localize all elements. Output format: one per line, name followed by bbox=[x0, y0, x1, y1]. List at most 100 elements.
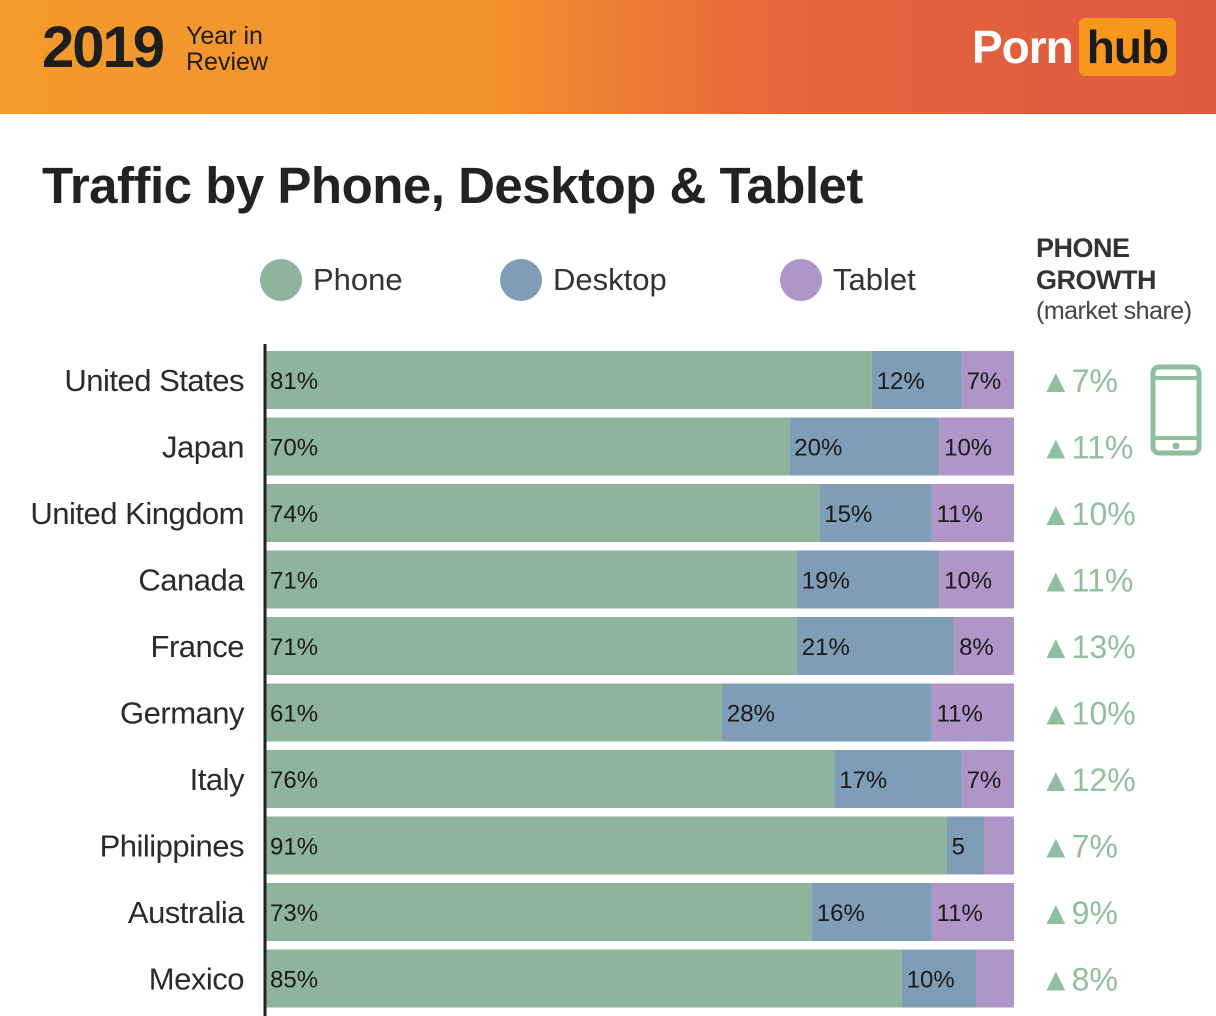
bar-desktop bbox=[819, 484, 932, 542]
bar-desktop bbox=[901, 949, 977, 1008]
legend-tablet-label: Tablet bbox=[833, 262, 916, 297]
bar-phone bbox=[265, 617, 797, 675]
bar-value-label: 76% bbox=[270, 767, 318, 794]
legend-phone-label: Phone bbox=[313, 262, 403, 297]
year-label: 2019 bbox=[42, 15, 165, 80]
bar-value-label: 16% bbox=[817, 900, 865, 927]
bar-value-label: 61% bbox=[270, 701, 318, 728]
bar-value-label: 74% bbox=[270, 501, 318, 528]
legend-phone: Phone bbox=[260, 258, 403, 302]
bar-tablet bbox=[984, 816, 1014, 875]
bar-value-label: 10% bbox=[944, 568, 992, 595]
bar-desktop bbox=[796, 617, 955, 675]
legend-desktop: Desktop bbox=[500, 258, 667, 302]
bar-value-label: 17% bbox=[839, 767, 887, 794]
brand-logo: Porn hub bbox=[972, 18, 1177, 76]
phone-growth-value: ▲13% bbox=[1040, 629, 1136, 665]
logo-part-2: hub bbox=[1078, 18, 1177, 76]
category-label: United Kingdom bbox=[30, 496, 244, 531]
bar-tablet bbox=[954, 617, 1014, 675]
bar-tablet bbox=[931, 683, 1014, 742]
bar-value-label: 11% bbox=[937, 701, 983, 728]
phone-growth-value: ▲7% bbox=[1040, 363, 1118, 399]
bar-tablet bbox=[961, 351, 1014, 409]
category-label: Japan bbox=[162, 430, 244, 465]
phone-growth-value: ▲8% bbox=[1040, 962, 1118, 998]
bar-tablet bbox=[939, 417, 1014, 476]
bar-value-label: 71% bbox=[270, 634, 318, 661]
bar-value-label: 5 bbox=[952, 834, 965, 861]
bar-desktop bbox=[796, 550, 940, 609]
legend-desktop-label: Desktop bbox=[553, 262, 667, 297]
category-label: Mexico bbox=[149, 962, 244, 997]
phone-growth-header: PHONE GROWTH (market share) bbox=[1036, 232, 1192, 326]
phone-growth-value: ▲7% bbox=[1040, 829, 1118, 865]
bar-value-label: 21% bbox=[802, 634, 850, 661]
category-label: France bbox=[151, 629, 244, 664]
phone-growth-subtitle: (market share) bbox=[1036, 297, 1192, 325]
bar-desktop bbox=[871, 351, 962, 409]
bar-desktop bbox=[789, 417, 940, 476]
bar-value-label: 12% bbox=[877, 368, 925, 395]
bar-value-label: 85% bbox=[270, 967, 318, 994]
bar-tablet bbox=[931, 883, 1014, 941]
bar-value-label: 7% bbox=[967, 368, 1002, 395]
bar-desktop bbox=[946, 816, 985, 875]
bar-phone bbox=[265, 883, 812, 941]
category-label: Canada bbox=[138, 563, 245, 598]
category-label: United States bbox=[64, 363, 244, 398]
bar-phone bbox=[265, 351, 872, 409]
phone-growth-value: ▲11% bbox=[1040, 563, 1133, 599]
phone-growth-title: PHONE GROWTH bbox=[1036, 233, 1156, 295]
bar-value-label: 71% bbox=[270, 568, 318, 595]
bar-desktop bbox=[721, 683, 932, 742]
bar-value-label: 7% bbox=[967, 767, 1002, 794]
phone-growth-value: ▲10% bbox=[1040, 496, 1136, 532]
category-label: Philippines bbox=[100, 829, 244, 864]
bar-value-label: 81% bbox=[270, 368, 318, 395]
legend-tablet-swatch bbox=[780, 259, 822, 301]
bar-phone bbox=[265, 816, 947, 875]
phone-growth-value: ▲9% bbox=[1040, 895, 1118, 931]
year-in-review-text: Year in Review bbox=[186, 22, 268, 76]
bar-desktop bbox=[811, 883, 932, 941]
category-label: Australia bbox=[128, 895, 245, 930]
phone-growth-value: ▲11% bbox=[1040, 430, 1133, 466]
bar-value-label: 91% bbox=[270, 834, 318, 861]
bar-value-label: 15% bbox=[824, 501, 872, 528]
bar-value-label: 11% bbox=[937, 501, 983, 528]
logo-part-1: Porn bbox=[972, 21, 1074, 73]
bar-value-label: 10% bbox=[907, 967, 955, 994]
bar-tablet bbox=[961, 750, 1014, 808]
bar-value-label: 73% bbox=[270, 900, 318, 927]
bar-phone bbox=[265, 550, 797, 609]
category-label: Italy bbox=[190, 762, 245, 797]
legend-tablet: Tablet bbox=[780, 258, 916, 302]
bar-value-label: 70% bbox=[270, 435, 318, 462]
header-banner: 2019 Year in Review Porn hub bbox=[0, 0, 1216, 114]
bar-value-label: 19% bbox=[802, 568, 850, 595]
bar-value-label: 28% bbox=[727, 701, 775, 728]
chart-title: Traffic by Phone, Desktop & Tablet bbox=[42, 157, 863, 214]
bar-phone bbox=[265, 750, 835, 808]
phone-growth-value: ▲10% bbox=[1040, 696, 1136, 732]
bar-phone bbox=[265, 683, 722, 742]
bar-tablet bbox=[939, 550, 1014, 609]
bar-desktop bbox=[834, 750, 962, 808]
bar-phone bbox=[265, 417, 790, 476]
phone-growth-value: ▲12% bbox=[1040, 762, 1136, 798]
year-in-review-label: Year in Review bbox=[186, 23, 276, 75]
legend-desktop-swatch bbox=[500, 259, 542, 301]
bar-phone bbox=[265, 484, 820, 542]
bar-value-label: 10% bbox=[944, 435, 992, 462]
bar-phone bbox=[265, 949, 902, 1008]
legend-phone-swatch bbox=[260, 259, 302, 301]
bar-tablet bbox=[976, 949, 1014, 1008]
bar-tablet bbox=[931, 484, 1014, 542]
bar-value-label: 11% bbox=[937, 900, 983, 927]
category-label: Germany bbox=[120, 696, 245, 731]
bar-value-label: 8% bbox=[959, 634, 994, 661]
phone-icon bbox=[1150, 364, 1202, 456]
bar-value-label: 20% bbox=[794, 435, 842, 462]
